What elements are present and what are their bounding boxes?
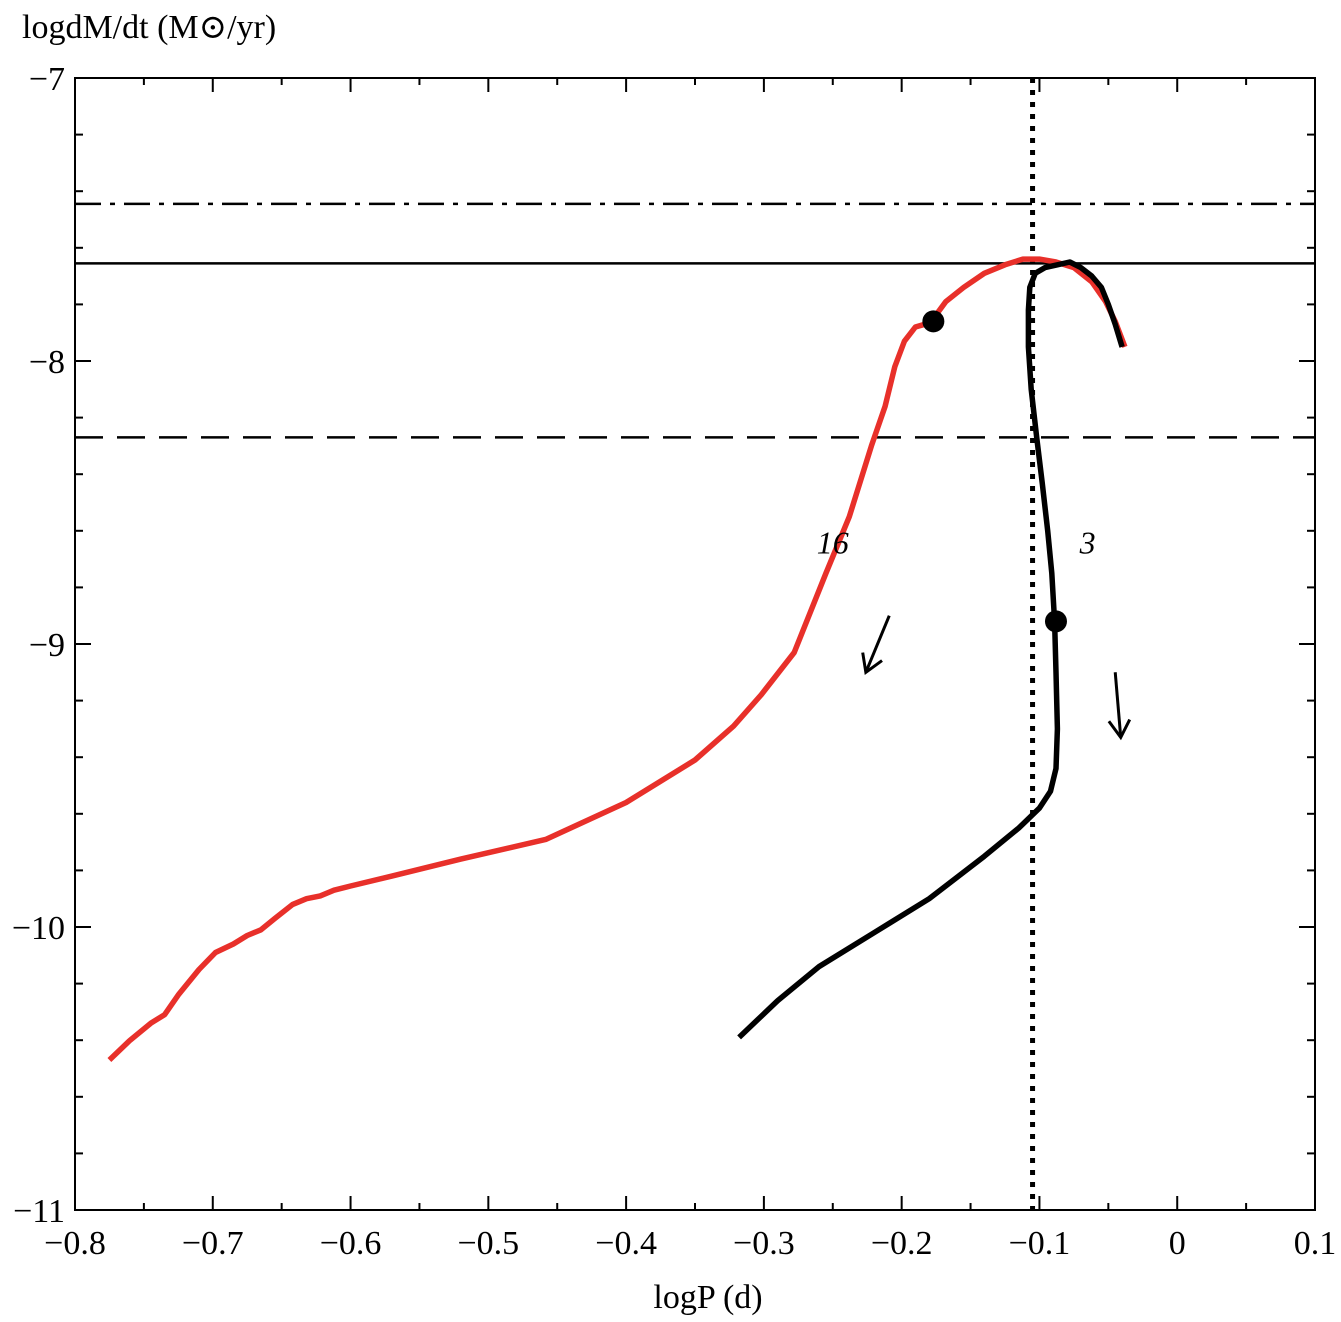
x-tick-label: −0.6 xyxy=(320,1225,382,1262)
x-tick-label: −0.3 xyxy=(733,1225,795,1262)
y-tick-label: −7 xyxy=(29,61,65,98)
marker-point-3 xyxy=(1044,610,1067,633)
reference-lines xyxy=(75,78,1315,1210)
direction-arrow-shaft xyxy=(1113,672,1123,738)
y-axis-label: logdM/dt (M⊙/yr) xyxy=(22,9,276,46)
direction-arrow-head xyxy=(1107,718,1132,741)
annotations: 16 3 xyxy=(817,524,1132,741)
x-tick-label: −0.2 xyxy=(871,1225,933,1262)
x-tick-label: −0.5 xyxy=(457,1225,519,1262)
y-tick-label: −9 xyxy=(29,627,65,664)
y-tick-label: −10 xyxy=(12,910,65,947)
ticks: −0.8 −0.7 −0.6 −0.5 −0.4 −0.3 −0.2 −0.1 0 0.1 −11 −… xyxy=(12,61,1336,1262)
plot-frame xyxy=(74,77,1316,1211)
series-layer xyxy=(107,256,1128,1062)
series-line-3 xyxy=(737,259,1125,1040)
direction-arrow-head xyxy=(861,652,883,675)
series-label-3: 3 xyxy=(1079,524,1096,560)
y-tick-label: −8 xyxy=(29,344,65,381)
x-tick-label: −0.8 xyxy=(44,1225,106,1262)
direction-arrow-shaft xyxy=(864,615,891,673)
marker-point-16 xyxy=(922,310,945,333)
x-tick-label: 0.1 xyxy=(1294,1225,1337,1262)
x-tick-label: −0.1 xyxy=(1009,1225,1071,1262)
x-tick-label: −0.4 xyxy=(595,1225,657,1262)
x-axis-label: logP (d) xyxy=(653,1279,762,1316)
series-line-16 xyxy=(107,256,1128,1062)
x-tick-label: −0.7 xyxy=(182,1225,244,1262)
x-tick-label: 0 xyxy=(1169,1225,1186,1262)
series-label-16: 16 xyxy=(817,524,849,560)
y-tick-label: −11 xyxy=(13,1193,65,1230)
